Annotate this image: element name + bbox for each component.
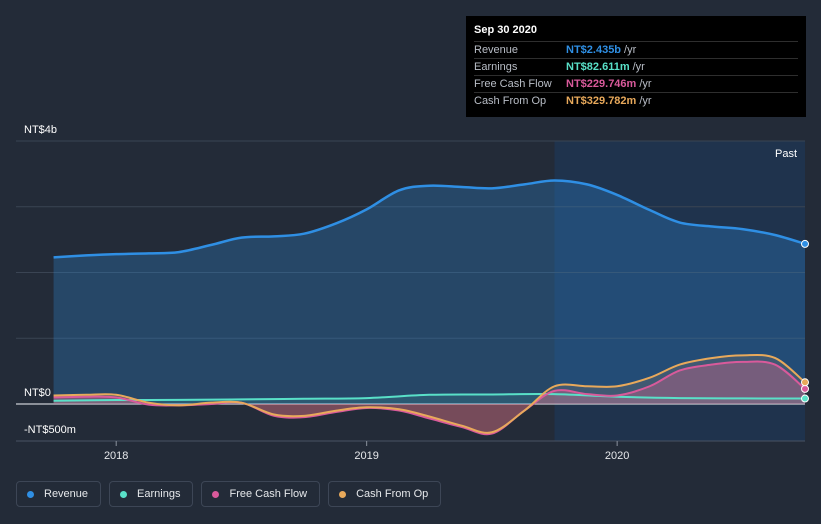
tooltip-date: Sep 30 2020 (474, 24, 537, 36)
tooltip-value: NT$82.611m (566, 61, 630, 73)
tooltip-value: NT$2.435b (566, 44, 622, 56)
tooltip-label: Revenue (474, 44, 519, 56)
tooltip-unit: /yr (639, 78, 652, 90)
y-axis-zero-label: NT$0 (24, 387, 51, 399)
legend-label: Free Cash Flow (229, 488, 308, 500)
cash-from-op-dot-icon (339, 490, 347, 498)
tooltip-row-revenue: Revenue NT$2.435b /yr (474, 41, 798, 58)
legend-label: Revenue (44, 488, 89, 500)
legend-item-cash-from-op[interactable]: Cash From Op (328, 481, 442, 507)
tooltip-row-earnings: Earnings NT$82.611m /yr (474, 58, 798, 75)
free-cash-flow-dot-icon (212, 490, 220, 498)
free-cash-flow-end-marker (801, 384, 809, 393)
tooltip-value: NT$229.746m (566, 78, 637, 90)
chart-background (16, 141, 805, 441)
x-tick-label: 2018 (104, 450, 128, 462)
earnings-area (53, 394, 806, 404)
tooltip-unit: /yr (632, 61, 645, 73)
tooltip-row-cash-from-op: Cash From Op NT$329.782m /yr (474, 92, 798, 109)
x-tick-label: 2020 (605, 450, 629, 462)
tooltip-row-free-cash-flow: Free Cash Flow NT$229.746m /yr (474, 75, 798, 92)
revenue-end-marker (801, 239, 809, 248)
legend-item-earnings[interactable]: Earnings (109, 481, 194, 507)
legend-item-free-cash-flow[interactable]: Free Cash Flow (201, 481, 321, 507)
legend-label: Cash From Op (356, 488, 429, 500)
past-region-label: Past (775, 148, 797, 160)
y-axis-bottom-label: -NT$500m (24, 424, 76, 436)
earnings-end-marker (801, 394, 809, 403)
tooltip-unit: /yr (639, 95, 652, 107)
tooltip-label: Free Cash Flow (474, 78, 552, 90)
series-end-markers (801, 239, 809, 403)
x-axis-ticks: 2018 2019 2020 (104, 441, 629, 462)
tooltip-label: Cash From Op (474, 95, 547, 107)
earnings-dot-icon (120, 490, 128, 498)
revenue-line (53, 179, 806, 259)
revenue-area (53, 180, 806, 404)
earnings-line (53, 393, 806, 402)
tooltip-unit: /yr (624, 44, 637, 56)
data-tooltip: Sep 30 2020 Revenue NT$2.435b /yr Earnin… (466, 16, 806, 117)
legend-item-revenue[interactable]: Revenue (16, 481, 102, 507)
legend-label: Earnings (137, 488, 181, 500)
tooltip-label: Earnings (474, 61, 518, 73)
y-axis-top-label: NT$4b (24, 124, 57, 136)
series-lines (53, 179, 806, 436)
cash-from-op-line (53, 353, 806, 434)
tooltip-value: NT$329.782m (566, 95, 637, 107)
x-tick-label: 2019 (354, 450, 378, 462)
chart-legend: Revenue Earnings Free Cash Flow Cash Fro… (16, 481, 442, 507)
past-region (554, 141, 805, 441)
revenue-dot-icon (27, 490, 34, 498)
cash-from-op-end-marker (801, 378, 809, 387)
